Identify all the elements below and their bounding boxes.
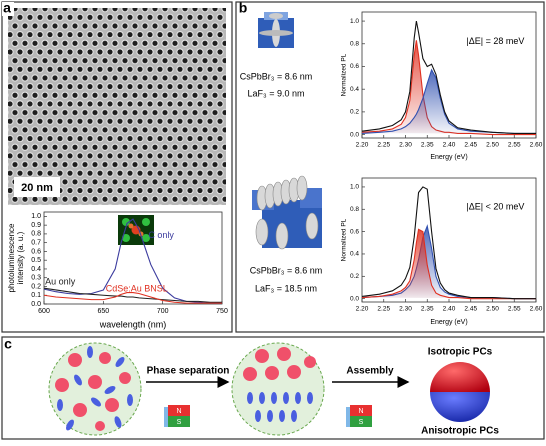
y-tick-label: 0.6 [31, 248, 41, 255]
y-tick-label: 0.2 [31, 283, 41, 290]
y-axis-label: intensity (a. u.) [16, 231, 25, 284]
y-tick-label: 0.7 [31, 240, 41, 247]
sample-core: CsPbBr₃ = 8.6 nm [250, 265, 322, 275]
series-line [361, 186, 536, 300]
x-tick-label: 2.25 [377, 306, 390, 313]
magnet-pole: S [177, 419, 182, 426]
result-label: Isotropic PCs [428, 347, 493, 358]
magnet: N S [346, 405, 372, 427]
magnet-pole: N [176, 408, 181, 415]
series-line [43, 292, 222, 304]
y-tick-label: 0.0 [350, 295, 359, 302]
nanocube-small [258, 12, 294, 48]
y-tick-label: 0.0 [31, 301, 41, 308]
x-tick-label: 600 [38, 308, 50, 315]
x-tick-label: 750 [216, 308, 228, 315]
y-tick-label: 0.2 [350, 109, 359, 116]
y-tick-label: 0.3 [31, 275, 41, 282]
tem-image [8, 8, 226, 205]
janus-sphere [430, 362, 490, 422]
series-line [361, 68, 536, 135]
y-tick-label: 0.8 [31, 231, 41, 238]
y-tick-label: 1.0 [31, 213, 41, 220]
scale-bar-label: 20 nm [21, 182, 53, 194]
y-axis-label: photoluminescence [7, 223, 16, 292]
y-tick-label: 0.1 [31, 292, 41, 299]
x-tick-label: 2.30 [399, 142, 412, 149]
x-tick-label: 700 [157, 308, 169, 315]
series-label: CdSe:Au BNSL [106, 283, 168, 293]
y-tick-label: 0.2 [350, 273, 359, 280]
separated-mixture [231, 342, 325, 436]
y-tick-label: 0.9 [31, 222, 41, 229]
y-tick-label: 0.6 [350, 228, 359, 235]
series-line [361, 228, 536, 300]
sample-core: CsPbBr₃ = 8.6 nm [240, 71, 312, 81]
y-tick-label: 0.5 [31, 257, 41, 264]
y-tick-label: 0.8 [350, 206, 359, 213]
x-axis-label: Energy (eV) [430, 154, 467, 161]
x-tick-label: 2.25 [377, 142, 390, 149]
y-tick-label: 0.6 [350, 63, 359, 70]
plot-frame [361, 11, 537, 139]
y-tick-label: 1.0 [350, 184, 359, 191]
x-tick-label: 2.55 [508, 306, 521, 313]
x-tick-label: 2.20 [356, 142, 369, 149]
y-tick-label: 1.0 [350, 18, 359, 25]
disordered-mixture [48, 342, 142, 436]
series-label: Au only [45, 276, 76, 286]
y-axis-label: Normalized PL [341, 53, 348, 96]
x-tick-label: 2.55 [508, 142, 521, 149]
x-tick-label: 2.50 [486, 306, 499, 313]
scale-bar-bg [14, 177, 60, 197]
magnet: N S [164, 405, 190, 427]
y-tick-label: 0.4 [350, 86, 359, 93]
y-tick-label: 0.4 [31, 266, 41, 273]
x-tick-label: 2.40 [443, 306, 456, 313]
x-tick-label: 650 [97, 308, 109, 315]
series-line [361, 20, 536, 135]
sample-shell: LaF₃ = 18.5 nm [255, 283, 317, 293]
step-label: Assembly [346, 366, 394, 377]
annotation: |ΔE| < 20 meV [466, 201, 524, 211]
annotation: |ΔE| = 28 meV [466, 36, 524, 46]
panel-label: b [239, 0, 248, 16]
magnet-pole: S [359, 419, 364, 426]
nanocube-large [252, 175, 322, 250]
y-tick-label: 0.8 [350, 41, 359, 48]
x-tick-label: 2.30 [399, 306, 412, 313]
x-axis-label: Energy (eV) [430, 319, 467, 326]
x-tick-label: 2.50 [486, 142, 499, 149]
x-tick-label: 2.60 [530, 306, 543, 313]
series-line [43, 287, 222, 303]
sample-shell: LaF₃ = 9.0 nm [248, 88, 305, 98]
y-tick-label: 0.4 [350, 251, 359, 258]
plot-frame [361, 177, 537, 303]
x-tick-label: 2.45 [464, 142, 477, 149]
y-tick-label: 0.0 [350, 131, 359, 138]
x-tick-label: 2.45 [464, 306, 477, 313]
x-tick-label: 2.35 [421, 306, 434, 313]
result-label: Anisotropic PCs [421, 426, 499, 437]
x-tick-label: 2.20 [356, 306, 369, 313]
series-label: C only [148, 230, 174, 240]
label-bg [2, 2, 14, 16]
x-axis-label: wavelength (nm) [99, 319, 167, 329]
step-label: Phase separation [147, 366, 230, 377]
x-tick-label: 2.40 [443, 142, 456, 149]
panel-label: a [3, 0, 11, 16]
magnet-pole: N [358, 408, 363, 415]
x-tick-label: 2.35 [421, 142, 434, 149]
panel-label: c [4, 336, 12, 352]
x-tick-label: 2.60 [530, 142, 543, 149]
y-axis-label: Normalized PL [341, 218, 348, 261]
plot-frame [43, 211, 223, 305]
